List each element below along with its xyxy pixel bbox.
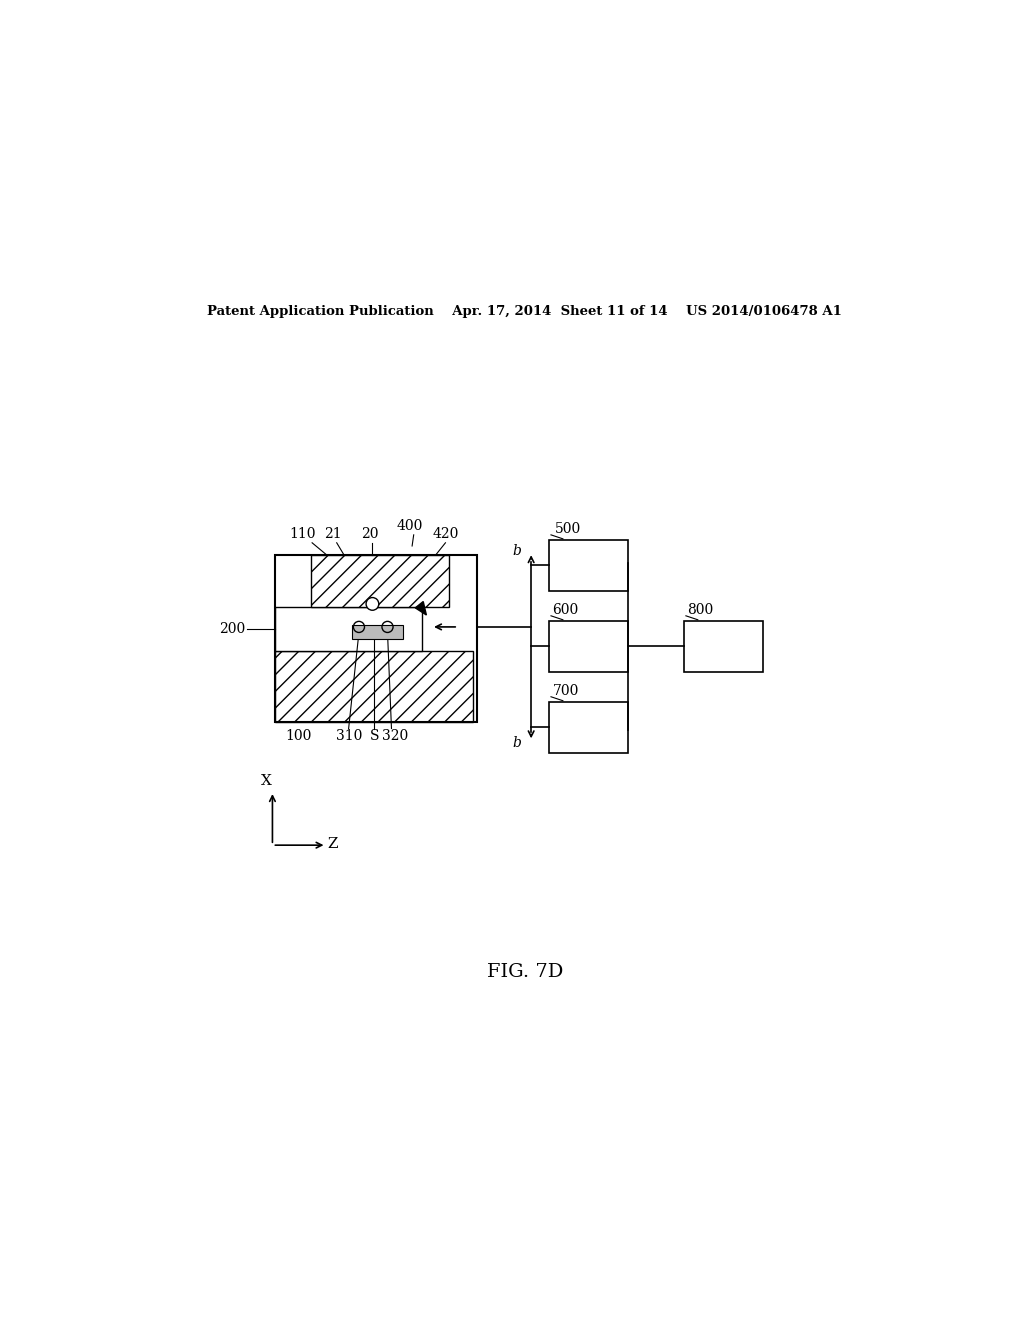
- Text: FIG. 7D: FIG. 7D: [486, 964, 563, 981]
- Text: 21: 21: [324, 527, 342, 541]
- Bar: [274, 607, 422, 651]
- Text: S: S: [370, 729, 380, 743]
- Circle shape: [367, 598, 379, 610]
- Text: 110: 110: [290, 527, 315, 541]
- Text: 500: 500: [555, 523, 582, 536]
- Text: 320: 320: [382, 729, 409, 743]
- Bar: [310, 556, 450, 607]
- Text: 800: 800: [687, 603, 714, 618]
- Bar: [549, 620, 628, 672]
- Text: Z: Z: [328, 837, 338, 851]
- Bar: [549, 540, 628, 591]
- Bar: [549, 701, 628, 754]
- Text: 420: 420: [432, 527, 459, 541]
- Bar: [274, 651, 473, 722]
- Text: 310: 310: [336, 729, 362, 743]
- Text: 600: 600: [553, 603, 579, 618]
- Text: b: b: [512, 544, 521, 558]
- Bar: [352, 624, 403, 639]
- Polygon shape: [416, 602, 426, 615]
- Bar: [684, 620, 763, 672]
- Text: b: b: [512, 735, 521, 750]
- Text: Patent Application Publication    Apr. 17, 2014  Sheet 11 of 14    US 2014/01064: Patent Application Publication Apr. 17, …: [208, 305, 842, 318]
- Text: X: X: [261, 774, 271, 788]
- Text: 400: 400: [396, 519, 423, 533]
- Text: 100: 100: [285, 729, 311, 743]
- Text: 200: 200: [219, 622, 246, 635]
- Bar: [274, 556, 477, 722]
- Text: 700: 700: [553, 684, 579, 698]
- Text: 20: 20: [361, 527, 379, 541]
